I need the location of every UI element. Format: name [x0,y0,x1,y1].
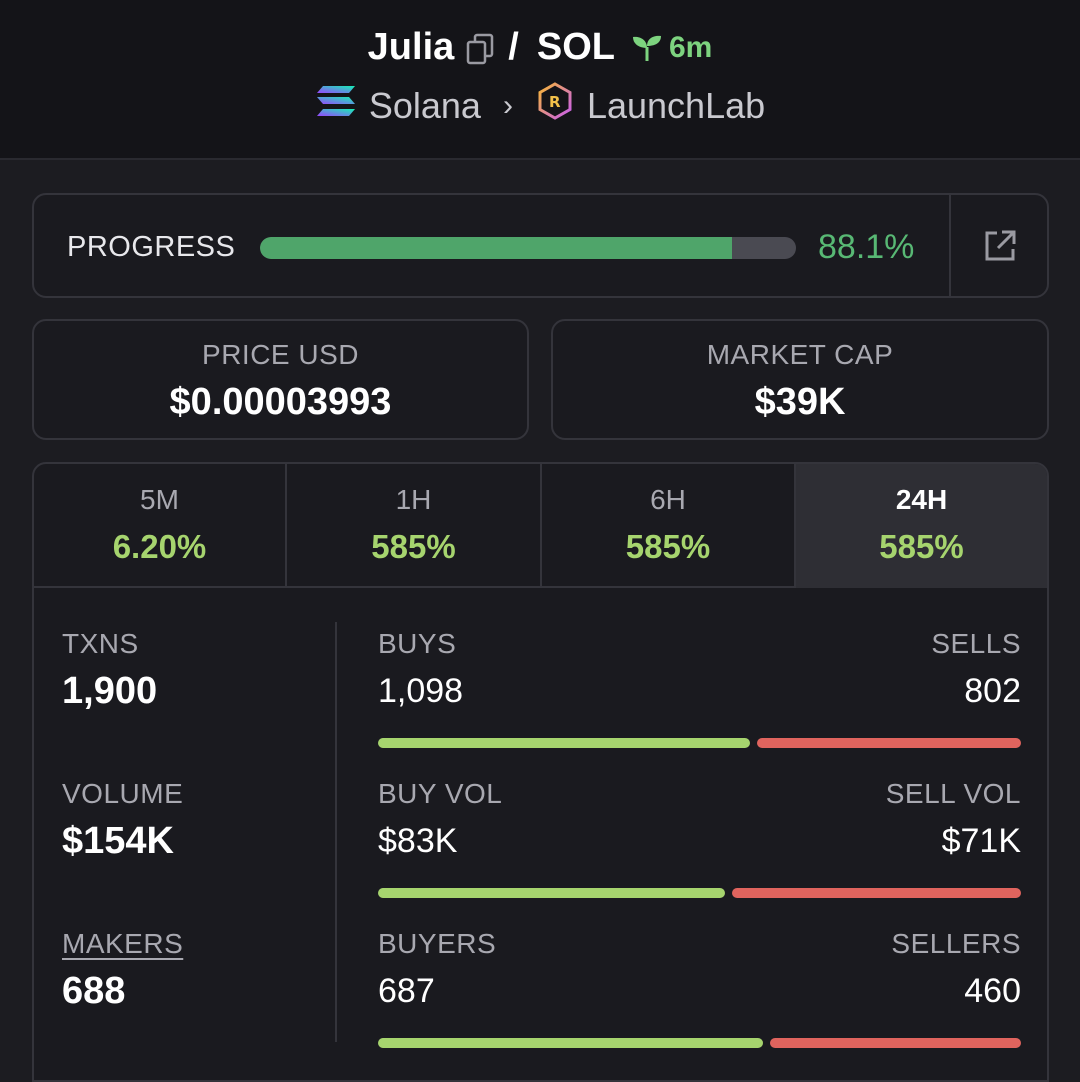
sells-value: 802 [964,672,1021,711]
tab-label: 24H [796,484,1047,516]
token-name: Julia [368,26,455,69]
buys-sells-split: BUYS SELLS 1,098 802 [378,628,1021,778]
txns-value: 1,900 [62,670,183,713]
buyers-label: BUYERS [378,928,496,960]
volume-metric: VOLUME $154K [62,778,183,928]
tab-change: 6.20% [34,528,285,566]
progress-card: PROGRESS 88.1% [32,193,1049,298]
platform-link[interactable]: LaunchLab [587,85,765,127]
token-header: Julia / SOL 6m [0,0,1080,160]
copy-icon[interactable] [466,32,494,64]
progress-bar-fill [260,237,732,259]
solana-icon [315,84,357,127]
breadcrumb: Solana › R LaunchLab [0,82,1080,129]
buys-label: BUYS [378,628,456,660]
market-cap-card: MARKET CAP $39K [551,319,1049,440]
chain-link[interactable]: Solana [369,85,481,127]
buys-value: 1,098 [378,672,463,711]
buys-sells-bar [378,738,1021,748]
market-cap-value: $39K [553,381,1047,424]
svg-text:R: R [549,93,561,111]
price-value: $0.00003993 [34,381,527,424]
buy-bar [378,1038,763,1048]
chevron-right-icon: › [503,89,513,123]
sell-vol-value: $71K [942,822,1021,861]
sellers-value: 460 [964,972,1021,1011]
sell-bar [732,888,1021,898]
makers-link[interactable]: MAKERS [62,928,183,960]
sprout-icon [631,33,663,63]
tab-change: 585% [287,528,540,566]
token-title-row: Julia / SOL 6m [0,26,1080,69]
pair-age: 6m [631,31,712,65]
external-link-button[interactable] [951,195,1049,296]
tab-change: 585% [796,528,1047,566]
quote-token: SOL [537,26,615,69]
makers-value: 688 [62,970,183,1013]
buy-sell-breakdown: BUYS SELLS 1,098 802 BUY VOL SELL VOL $8… [378,628,1021,1078]
age-text: 6m [669,31,712,65]
tab-6h[interactable]: 6H 585% [542,464,796,588]
buy-bar [378,888,725,898]
volume-bar [378,888,1021,898]
tab-5m[interactable]: 5M 6.20% [34,464,287,588]
tab-1h[interactable]: 1H 585% [287,464,542,588]
timeframe-tabs: 5M 6.20% 1H 585% 6H 585% 24H 585% [34,464,1047,588]
summary-metrics: TXNS 1,900 VOLUME $154K MAKERS 688 [62,628,183,1078]
tab-change: 585% [542,528,794,566]
txns-label: TXNS [62,628,183,660]
buy-vol-value: $83K [378,822,457,861]
buyers-sellers-split: BUYERS SELLERS 687 460 [378,928,1021,1078]
price-card: PRICE USD $0.00003993 [32,319,529,440]
tab-label: 1H [287,484,540,516]
buy-vol-label: BUY VOL [378,778,502,810]
progress-label: PROGRESS [67,231,235,264]
sellers-label: SELLERS [891,928,1021,960]
market-cap-label: MARKET CAP [553,339,1047,371]
launchlab-icon: R [537,82,573,129]
volume-split: BUY VOL SELL VOL $83K $71K [378,778,1021,928]
progress-bar [260,237,796,259]
makers-metric: MAKERS 688 [62,928,183,1078]
external-link-icon [982,228,1018,264]
sell-bar [757,738,1021,748]
buy-bar [378,738,750,748]
sell-bar [770,1038,1021,1048]
volume-value: $154K [62,820,183,863]
sells-label: SELLS [931,628,1021,660]
volume-label: VOLUME [62,778,183,810]
divider [335,622,337,1042]
buyers-value: 687 [378,972,435,1011]
tab-label: 6H [542,484,794,516]
timeframe-stats-card: 5M 6.20% 1H 585% 6H 585% 24H 585% TXNS 1… [32,462,1049,1082]
txns-metric: TXNS 1,900 [62,628,183,778]
pair-separator: / [508,26,519,69]
price-label: PRICE USD [34,339,527,371]
tab-label: 5M [34,484,285,516]
sell-vol-label: SELL VOL [886,778,1021,810]
progress-value: 88.1% [818,228,914,267]
buyers-sellers-bar [378,1038,1021,1048]
tab-24h[interactable]: 24H 585% [796,464,1047,588]
